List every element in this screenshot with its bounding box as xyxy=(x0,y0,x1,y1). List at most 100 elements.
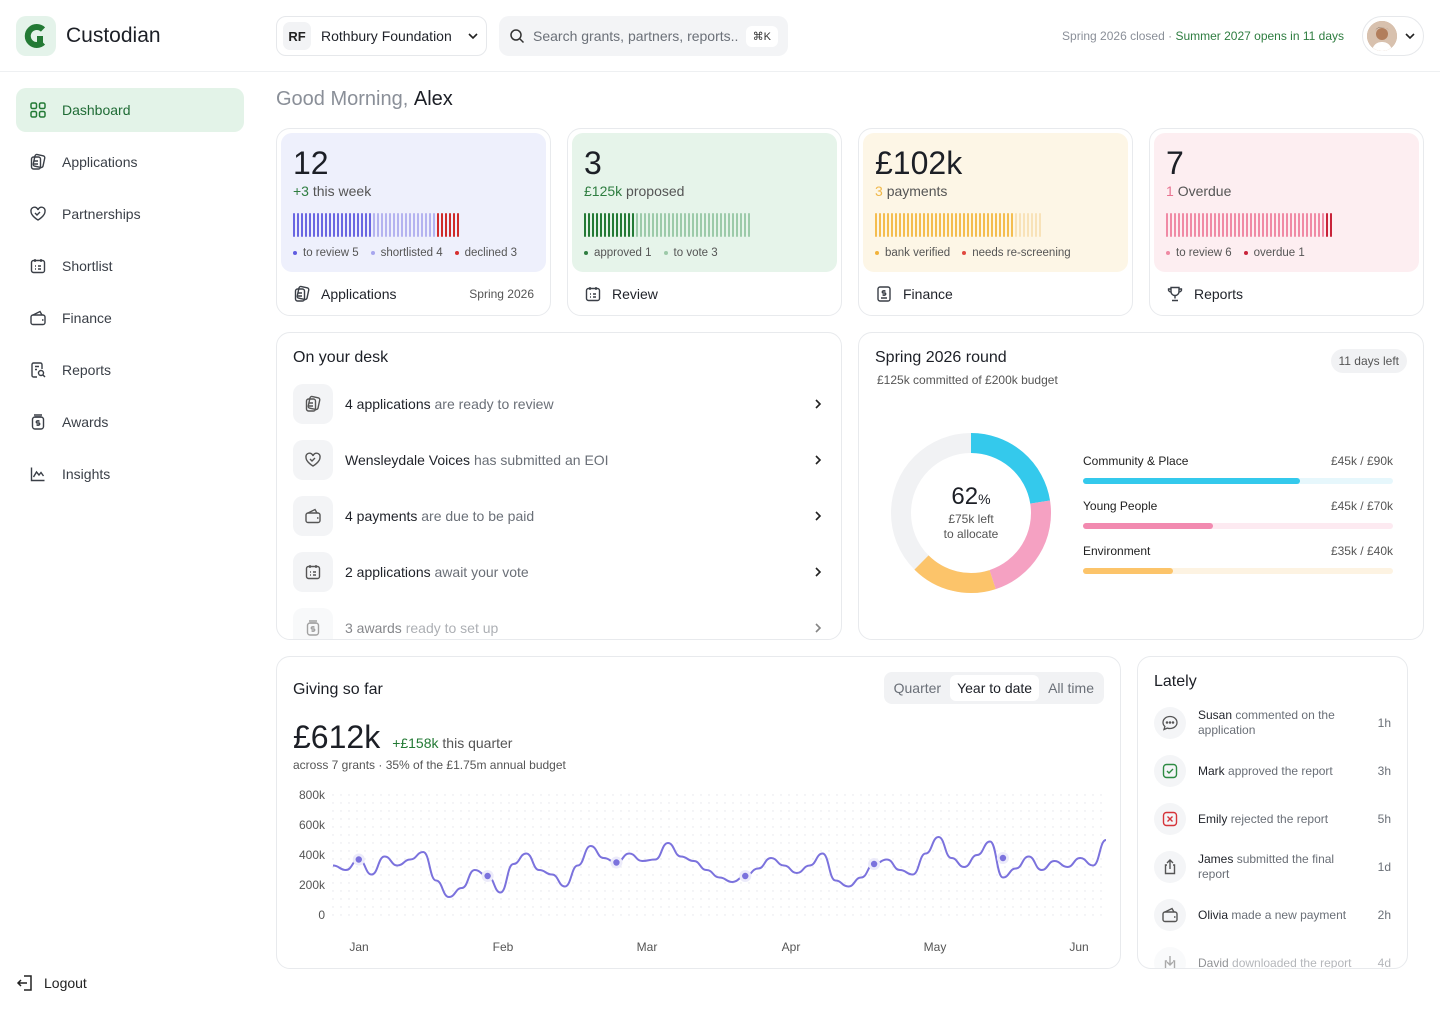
distribution-bar xyxy=(883,213,885,237)
user-menu[interactable] xyxy=(1362,16,1424,56)
activity-text: Mark approved the report xyxy=(1198,764,1361,779)
distribution-bar xyxy=(616,213,618,237)
giving-line-chart: 800k 600k 400k 200k 0 Jan Feb Mar Apr May Jun xyxy=(299,788,1107,954)
distribution-bar xyxy=(903,213,905,237)
activity-item[interactable]: James submitted the final report 1d xyxy=(1154,847,1391,887)
donut-left-line1: £75k left xyxy=(948,512,994,526)
sidebar: Dashboard Applications Partnerships Shortli… xyxy=(0,72,260,1024)
sidebar-item-applications[interactable]: Applications xyxy=(16,140,244,184)
money-jar-icon xyxy=(28,412,48,432)
grid-icon xyxy=(28,100,48,120)
distribution-bar xyxy=(1166,213,1168,237)
distribution-bar xyxy=(1290,213,1292,237)
x-tick-label: May xyxy=(924,940,947,954)
line-chart-icon xyxy=(28,464,48,484)
stat-subtitle: £125k proposed xyxy=(584,183,825,199)
desk-item[interactable]: Wensleydale Voices has submitted an EOI xyxy=(277,432,841,488)
distribution-bar xyxy=(979,213,981,237)
chevron-right-icon xyxy=(811,509,825,523)
distribution-bar xyxy=(744,213,746,237)
distribution-bar xyxy=(409,213,411,237)
data-point[interactable] xyxy=(355,856,362,863)
brand[interactable]: Custodian xyxy=(16,16,161,56)
desk-item[interactable]: 4 payments are due to be paid xyxy=(277,488,841,544)
trophy-icon xyxy=(1166,285,1184,303)
distribution-bar xyxy=(688,213,690,237)
chevron-right-icon xyxy=(811,565,825,579)
distribution-bar xyxy=(1318,213,1320,237)
stat-card-review[interactable]: 3 £125k proposed approved 1 to vote 3 Review xyxy=(567,128,842,316)
sidebar-item-reports[interactable]: Reports xyxy=(16,348,244,392)
distribution-bar xyxy=(628,213,630,237)
activity-user: Olivia xyxy=(1198,907,1229,922)
activity-item[interactable]: Mark approved the report 3h xyxy=(1154,751,1391,791)
data-point[interactable] xyxy=(484,872,491,880)
desk-item[interactable]: 4 applications are ready to review xyxy=(277,376,841,432)
distribution-bar xyxy=(1011,213,1013,237)
distribution-bar xyxy=(915,213,917,237)
distribution-bar xyxy=(1238,213,1240,237)
stat-footer-label: Finance xyxy=(903,286,953,302)
desk-item[interactable]: 3 awards ready to set up xyxy=(277,600,841,639)
stat-sub-accent: 1 xyxy=(1166,183,1174,199)
distribution-bar xyxy=(907,213,909,237)
avatar xyxy=(1367,21,1397,51)
search-input[interactable] xyxy=(533,28,738,44)
stat-card-applications[interactable]: 12 +3 this week to review 5 shortlisted 4 de… xyxy=(276,128,551,316)
lately-title: Lately xyxy=(1154,673,1197,690)
wallet-icon xyxy=(28,308,48,328)
desk-item[interactable]: 2 applications await your vote xyxy=(277,544,841,600)
activity-user: Susan xyxy=(1198,708,1233,722)
data-point[interactable] xyxy=(870,860,878,868)
tab-all-time[interactable]: All time xyxy=(1048,680,1094,696)
greeting-prefix: Good Morning, xyxy=(276,88,409,110)
activity-item[interactable]: Emily rejected the report 5h xyxy=(1154,799,1391,839)
distribution-bar xyxy=(963,213,965,237)
top-bar: Custodian RF Rothbury Foundation ⌘K Spri… xyxy=(0,0,1440,72)
stat-card-finance[interactable]: £102k 3 payments bank verified needs re-scr… xyxy=(858,128,1133,316)
sidebar-item-shortlist[interactable]: Shortlist xyxy=(16,244,244,288)
donut-segment xyxy=(989,500,1051,590)
tab-year-to-date[interactable]: Year to date xyxy=(950,675,1040,701)
distribution-bar xyxy=(1194,213,1196,237)
distribution-bar xyxy=(1322,213,1324,237)
data-point[interactable] xyxy=(999,854,1007,862)
distribution-bar xyxy=(632,213,634,237)
legend-dot xyxy=(875,250,879,255)
sidebar-item-finance[interactable]: Finance xyxy=(16,296,244,340)
desk-item-text: Wensleydale Voices has submitted an EOI xyxy=(345,452,811,468)
distribution-bar xyxy=(333,213,335,237)
organization-switcher[interactable]: RF Rothbury Foundation xyxy=(276,16,487,56)
data-point[interactable] xyxy=(613,859,620,866)
sidebar-item-insights[interactable]: Insights xyxy=(16,452,244,496)
distribution-bar xyxy=(1234,213,1236,237)
activity-item[interactable]: David downloaded the report 4d xyxy=(1154,943,1391,968)
activity-user: James xyxy=(1198,852,1234,866)
activity-item[interactable]: Susan commented on the application 1h xyxy=(1154,703,1391,743)
data-point[interactable] xyxy=(742,872,749,880)
days-left-badge: 11 days left xyxy=(1330,349,1407,373)
distribution-bar xyxy=(636,213,638,237)
search-bar[interactable]: ⌘K xyxy=(499,16,788,56)
logout-label: Logout xyxy=(44,975,87,991)
distribution-bar xyxy=(716,213,718,237)
distribution-bar xyxy=(588,213,590,237)
distribution-bar xyxy=(887,213,889,237)
tab-quarter[interactable]: Quarter xyxy=(893,680,942,696)
distribution-bar xyxy=(684,213,686,237)
sidebar-item-dashboard[interactable]: Dashboard xyxy=(16,88,244,132)
sidebar-item-awards[interactable]: Awards xyxy=(16,400,244,444)
distribution-bar xyxy=(720,213,722,237)
distribution-bar xyxy=(1262,213,1264,237)
stat-card-reports[interactable]: 7 1 Overdue to review 6 overdue 1 Reports xyxy=(1149,128,1424,316)
sidebar-item-partnerships[interactable]: Partnerships xyxy=(16,192,244,236)
desk-item-action: await your vote xyxy=(434,564,529,580)
distribution-bar xyxy=(1023,213,1025,237)
activity-time: 1h xyxy=(1377,716,1391,730)
distribution-bar xyxy=(1306,213,1308,237)
activity-item[interactable]: Olivia made a new payment 2h xyxy=(1154,895,1391,935)
logout-button[interactable]: Logout xyxy=(16,974,87,992)
distribution-bar xyxy=(608,213,610,237)
round-status: Spring 2026 closed · Summer 2027 opens i… xyxy=(1062,29,1344,43)
distribution-bar xyxy=(373,213,375,237)
